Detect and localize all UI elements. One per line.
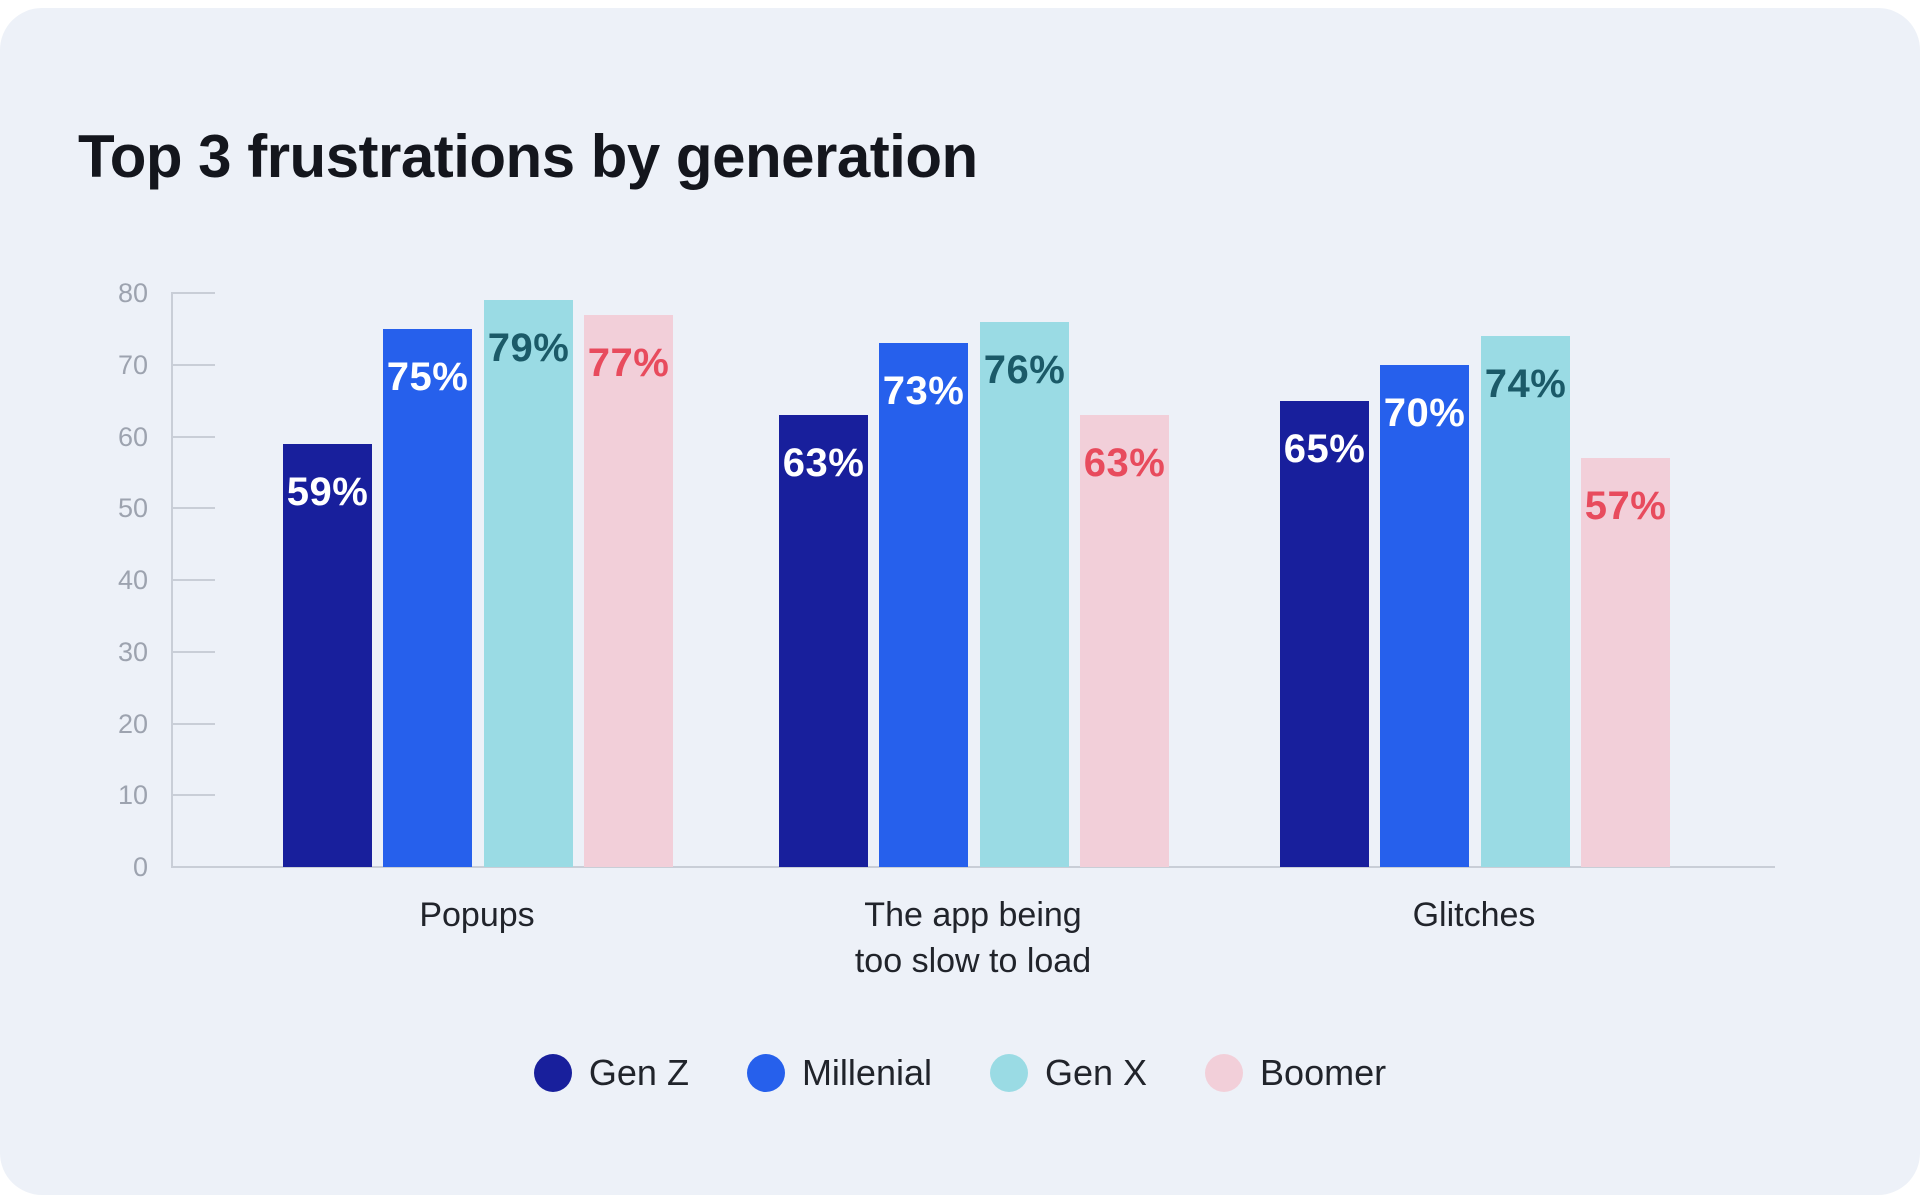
category-label-line: Glitches bbox=[1412, 896, 1536, 934]
y-axis-tick-label: 70 bbox=[117, 349, 148, 380]
legend-label: Millenial bbox=[801, 1052, 932, 1093]
bar-boomer: 57% bbox=[1581, 458, 1670, 867]
y-axis-tick-label: 50 bbox=[117, 493, 148, 524]
legend-dot-icon bbox=[746, 1054, 785, 1092]
bar-value-label: 75% bbox=[386, 354, 469, 399]
bar-boomer: 77% bbox=[584, 314, 673, 867]
legend-dot-icon bbox=[989, 1054, 1028, 1092]
y-axis-tick bbox=[171, 292, 215, 294]
bar-gen-x: 76% bbox=[980, 321, 1069, 867]
legend-label: Gen Z bbox=[588, 1052, 689, 1093]
bar-value-label: 65% bbox=[1283, 426, 1366, 471]
y-axis-tick-label: 30 bbox=[117, 636, 148, 667]
y-axis-tick bbox=[171, 507, 215, 510]
legend-dot-icon bbox=[1205, 1054, 1244, 1092]
bar-millenial: 73% bbox=[879, 343, 968, 867]
y-axis-tick-label: 10 bbox=[117, 780, 148, 811]
bar-value-label: 77% bbox=[587, 340, 670, 385]
bar-value-label: 59% bbox=[286, 469, 369, 514]
bar-gen-z: 65% bbox=[1280, 400, 1369, 867]
bar-value-label: 74% bbox=[1484, 362, 1567, 407]
legend-label: Boomer bbox=[1260, 1052, 1387, 1093]
bar-boomer: 63% bbox=[1080, 414, 1169, 867]
legend-item-gen-x: Gen X bbox=[989, 1052, 1148, 1094]
legend-label: Gen X bbox=[1044, 1052, 1148, 1093]
y-axis-tick-label: 40 bbox=[117, 565, 148, 595]
category-label: The app being too slow to load bbox=[713, 892, 1233, 984]
y-axis-tick-label: 80 bbox=[117, 278, 148, 308]
legend-item-gen-z: Gen Z bbox=[533, 1052, 689, 1094]
y-axis-tick bbox=[171, 579, 215, 581]
y-axis-tick bbox=[171, 435, 215, 438]
category-label-line: Popups bbox=[419, 896, 535, 934]
category-label: Popups bbox=[217, 892, 737, 938]
y-axis-tick-label: 60 bbox=[117, 421, 148, 452]
y-axis-tick bbox=[171, 650, 215, 653]
category-label-line: The app being bbox=[864, 896, 1082, 934]
y-axis-tick bbox=[171, 363, 215, 366]
bar-value-label: 76% bbox=[983, 347, 1066, 392]
category-label: Glitches bbox=[1214, 892, 1734, 938]
chart-legend: Gen Z Millenial Gen X Boomer bbox=[0, 1052, 1920, 1094]
bar-value-label: 63% bbox=[782, 440, 865, 485]
chart-title: Top 3 frustrations by generation bbox=[78, 123, 978, 190]
legend-item-millenial: Millenial bbox=[746, 1052, 932, 1094]
bar-gen-z: 59% bbox=[283, 443, 372, 867]
bar-value-label: 63% bbox=[1083, 440, 1166, 485]
y-axis-tick-label: 20 bbox=[117, 708, 148, 739]
y-axis-tick bbox=[171, 722, 215, 725]
bar-value-label: 73% bbox=[882, 369, 965, 414]
bar-value-label: 79% bbox=[487, 326, 570, 371]
bar-millenial: 75% bbox=[383, 328, 472, 867]
bar-gen-x: 74% bbox=[1481, 336, 1570, 867]
y-axis-tick bbox=[171, 794, 215, 797]
category-label-line: too slow to load bbox=[854, 942, 1092, 980]
bar-gen-z: 63% bbox=[779, 414, 868, 867]
bar-value-label: 57% bbox=[1584, 484, 1667, 529]
bar-gen-x: 79% bbox=[484, 300, 573, 867]
y-axis-tick-label: 0 bbox=[132, 852, 148, 882]
legend-dot-icon bbox=[533, 1054, 572, 1092]
x-axis-line bbox=[171, 866, 1775, 868]
legend-item-boomer: Boomer bbox=[1205, 1052, 1386, 1094]
bar-value-label: 70% bbox=[1383, 390, 1466, 435]
bar-millenial: 70% bbox=[1380, 364, 1469, 867]
